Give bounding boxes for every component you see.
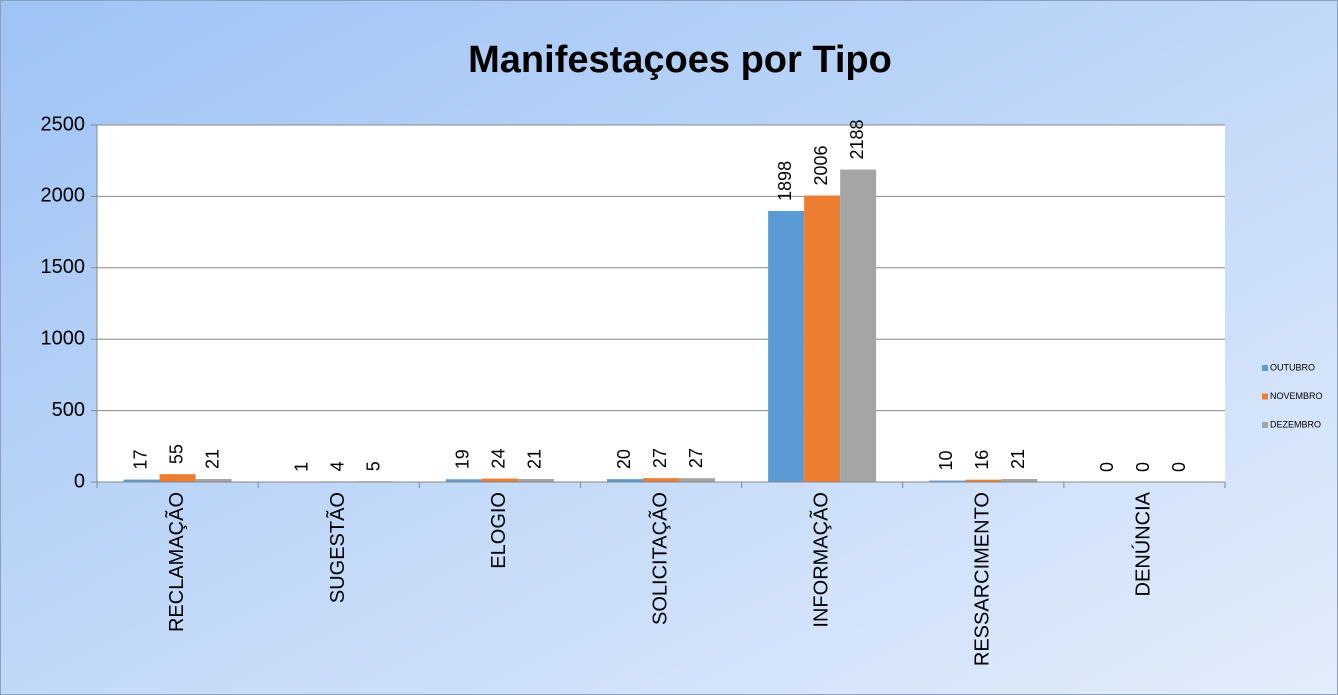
bar	[123, 479, 160, 482]
data-label: 21	[202, 449, 222, 469]
legend-label: DEZEMBRO	[1270, 419, 1321, 429]
data-label: 24	[489, 449, 509, 469]
data-label: 0	[1133, 462, 1153, 472]
data-label: 27	[650, 448, 670, 468]
data-label: 20	[614, 449, 634, 469]
bar	[643, 478, 679, 482]
bar	[768, 210, 805, 482]
bar	[929, 480, 966, 482]
data-label: 2188	[847, 120, 867, 160]
legend-label: NOVEMBRO	[1270, 391, 1323, 401]
bar	[517, 479, 554, 482]
x-tick-label: SOLICITAÇÃO	[647, 492, 671, 625]
legend-swatch	[1262, 422, 1268, 428]
x-tick-label: ELOGIO	[488, 492, 510, 569]
data-label: 2006	[811, 145, 831, 185]
legend-swatch	[1262, 365, 1268, 371]
bar	[195, 479, 232, 482]
data-label: 16	[972, 450, 992, 470]
data-label: 27	[686, 448, 706, 468]
x-tick-label: RECLAMAÇÃO	[164, 492, 188, 632]
plot-area	[97, 125, 1225, 482]
data-label: 17	[130, 450, 150, 470]
bar	[804, 195, 841, 482]
legend-swatch	[1262, 393, 1268, 400]
data-label: 55	[166, 444, 186, 464]
chart-title: Manifestaçoes por Tipo	[468, 39, 892, 81]
bar	[445, 479, 482, 482]
data-label: 5	[363, 461, 383, 471]
data-label: 1898	[775, 161, 795, 201]
data-label: 4	[327, 461, 347, 471]
data-label: 0	[1169, 462, 1189, 472]
data-label: 21	[525, 449, 545, 469]
bar	[159, 474, 196, 482]
data-label: 0	[1097, 462, 1117, 472]
data-label: 21	[1008, 449, 1028, 469]
x-tick-label: RESSARCIMENTO	[972, 492, 994, 666]
bar	[965, 479, 1002, 482]
y-tick-label: 2000	[41, 185, 86, 207]
x-tick-label: DENÚNCIA	[1132, 491, 1155, 596]
data-label: 1	[291, 462, 311, 472]
data-label: 19	[453, 449, 473, 469]
bar	[840, 169, 877, 483]
bar	[679, 478, 715, 482]
y-tick-label: 0	[74, 470, 85, 492]
y-tick-label: 1500	[41, 256, 86, 278]
bar	[481, 478, 518, 482]
data-label: 10	[936, 451, 956, 471]
legend-label: OUTUBRO	[1270, 362, 1315, 372]
x-tick-label: SUGESTÃO	[325, 492, 349, 603]
y-tick-label: 2500	[41, 113, 86, 135]
x-tick-label: INFORMAÇÃO	[808, 492, 832, 628]
bar	[1001, 479, 1038, 482]
bar	[607, 479, 643, 482]
y-tick-label: 1000	[41, 327, 86, 349]
y-tick-label: 500	[52, 399, 85, 421]
